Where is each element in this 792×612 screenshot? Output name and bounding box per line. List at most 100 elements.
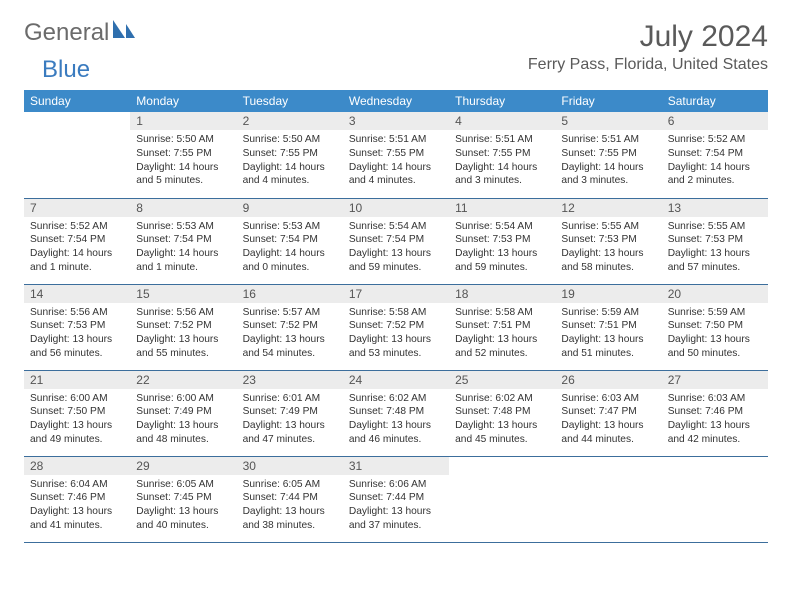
sunrise-text: Sunrise: 5:59 AM: [668, 306, 762, 320]
day-number: 22: [130, 371, 236, 389]
sunset-text: Sunset: 7:52 PM: [243, 319, 337, 333]
day-body: Sunrise: 5:52 AMSunset: 7:54 PMDaylight:…: [662, 130, 768, 192]
day-cell: 1Sunrise: 5:50 AMSunset: 7:55 PMDaylight…: [130, 112, 236, 198]
sunrise-text: Sunrise: 5:55 AM: [668, 220, 762, 234]
day-number: 1: [130, 112, 236, 130]
daylight-text: Daylight: 14 hours and 1 minute.: [30, 247, 124, 275]
sunrise-text: Sunrise: 5:56 AM: [30, 306, 124, 320]
calendar-table: Sunday Monday Tuesday Wednesday Thursday…: [24, 90, 768, 543]
daylight-text: Daylight: 13 hours and 46 minutes.: [349, 419, 443, 447]
sunrise-text: Sunrise: 5:51 AM: [349, 133, 443, 147]
day-body: Sunrise: 6:00 AMSunset: 7:49 PMDaylight:…: [130, 389, 236, 451]
day-number: 19: [555, 285, 661, 303]
sunset-text: Sunset: 7:54 PM: [349, 233, 443, 247]
sunrise-text: Sunrise: 6:03 AM: [561, 392, 655, 406]
day-cell: 18Sunrise: 5:58 AMSunset: 7:51 PMDayligh…: [449, 284, 555, 370]
day-cell: 6Sunrise: 5:52 AMSunset: 7:54 PMDaylight…: [662, 112, 768, 198]
day-body: Sunrise: 6:05 AMSunset: 7:44 PMDaylight:…: [237, 475, 343, 537]
day-body: Sunrise: 5:54 AMSunset: 7:53 PMDaylight:…: [449, 217, 555, 279]
daylight-text: Daylight: 13 hours and 56 minutes.: [30, 333, 124, 361]
day-cell: 11Sunrise: 5:54 AMSunset: 7:53 PMDayligh…: [449, 198, 555, 284]
sunset-text: Sunset: 7:48 PM: [455, 405, 549, 419]
calendar-page: General July 2024 Ferry Pass, Florida, U…: [0, 0, 792, 563]
day-body: Sunrise: 6:03 AMSunset: 7:47 PMDaylight:…: [555, 389, 661, 451]
daylight-text: Daylight: 13 hours and 53 minutes.: [349, 333, 443, 361]
day-cell: 7Sunrise: 5:52 AMSunset: 7:54 PMDaylight…: [24, 198, 130, 284]
day-cell: 22Sunrise: 6:00 AMSunset: 7:49 PMDayligh…: [130, 370, 236, 456]
day-number: 3: [343, 112, 449, 130]
logo-sail-icon: [111, 18, 137, 45]
sunset-text: Sunset: 7:55 PM: [561, 147, 655, 161]
day-cell: 29Sunrise: 6:05 AMSunset: 7:45 PMDayligh…: [130, 456, 236, 542]
sunrise-text: Sunrise: 5:57 AM: [243, 306, 337, 320]
sunset-text: Sunset: 7:51 PM: [561, 319, 655, 333]
day-body: Sunrise: 5:58 AMSunset: 7:52 PMDaylight:…: [343, 303, 449, 365]
sunset-text: Sunset: 7:54 PM: [668, 147, 762, 161]
day-cell: 24Sunrise: 6:02 AMSunset: 7:48 PMDayligh…: [343, 370, 449, 456]
calendar-head: Sunday Monday Tuesday Wednesday Thursday…: [24, 90, 768, 112]
day-number: 8: [130, 199, 236, 217]
day-cell: 23Sunrise: 6:01 AMSunset: 7:49 PMDayligh…: [237, 370, 343, 456]
weekday-head: Monday: [130, 90, 236, 112]
day-cell: 21Sunrise: 6:00 AMSunset: 7:50 PMDayligh…: [24, 370, 130, 456]
daylight-text: Daylight: 13 hours and 49 minutes.: [30, 419, 124, 447]
day-cell: 12Sunrise: 5:55 AMSunset: 7:53 PMDayligh…: [555, 198, 661, 284]
sunrise-text: Sunrise: 6:05 AM: [243, 478, 337, 492]
title-block: July 2024 Ferry Pass, Florida, United St…: [528, 20, 768, 74]
weekday-head: Wednesday: [343, 90, 449, 112]
sunrise-text: Sunrise: 5:58 AM: [455, 306, 549, 320]
day-number: 25: [449, 371, 555, 389]
sunrise-text: Sunrise: 6:01 AM: [243, 392, 337, 406]
day-cell: 17Sunrise: 5:58 AMSunset: 7:52 PMDayligh…: [343, 284, 449, 370]
day-number: 5: [555, 112, 661, 130]
day-body: Sunrise: 5:53 AMSunset: 7:54 PMDaylight:…: [130, 217, 236, 279]
day-number: 18: [449, 285, 555, 303]
daylight-text: Daylight: 13 hours and 51 minutes.: [561, 333, 655, 361]
weekday-head: Thursday: [449, 90, 555, 112]
day-cell: 10Sunrise: 5:54 AMSunset: 7:54 PMDayligh…: [343, 198, 449, 284]
weekday-head: Sunday: [24, 90, 130, 112]
day-number: 27: [662, 371, 768, 389]
weekday-head: Friday: [555, 90, 661, 112]
sunrise-text: Sunrise: 6:03 AM: [668, 392, 762, 406]
sunrise-text: Sunrise: 5:52 AM: [30, 220, 124, 234]
sunrise-text: Sunrise: 5:53 AM: [243, 220, 337, 234]
sunset-text: Sunset: 7:53 PM: [30, 319, 124, 333]
sunrise-text: Sunrise: 5:56 AM: [136, 306, 230, 320]
day-body: Sunrise: 6:00 AMSunset: 7:50 PMDaylight:…: [24, 389, 130, 451]
day-body: Sunrise: 5:55 AMSunset: 7:53 PMDaylight:…: [662, 217, 768, 279]
day-cell: 19Sunrise: 5:59 AMSunset: 7:51 PMDayligh…: [555, 284, 661, 370]
sunset-text: Sunset: 7:49 PM: [136, 405, 230, 419]
logo-text-general: General: [24, 21, 109, 45]
sunrise-text: Sunrise: 6:05 AM: [136, 478, 230, 492]
day-number: 9: [237, 199, 343, 217]
sunset-text: Sunset: 7:52 PM: [136, 319, 230, 333]
daylight-text: Daylight: 13 hours and 52 minutes.: [455, 333, 549, 361]
sunrise-text: Sunrise: 5:52 AM: [668, 133, 762, 147]
day-body: Sunrise: 6:06 AMSunset: 7:44 PMDaylight:…: [343, 475, 449, 537]
sunset-text: Sunset: 7:49 PM: [243, 405, 337, 419]
daylight-text: Daylight: 13 hours and 44 minutes.: [561, 419, 655, 447]
day-cell: 15Sunrise: 5:56 AMSunset: 7:52 PMDayligh…: [130, 284, 236, 370]
day-body: Sunrise: 5:58 AMSunset: 7:51 PMDaylight:…: [449, 303, 555, 365]
day-number: 7: [24, 199, 130, 217]
calendar-body: 1Sunrise: 5:50 AMSunset: 7:55 PMDaylight…: [24, 112, 768, 542]
day-number: 4: [449, 112, 555, 130]
day-body: Sunrise: 6:05 AMSunset: 7:45 PMDaylight:…: [130, 475, 236, 537]
day-body: Sunrise: 5:50 AMSunset: 7:55 PMDaylight:…: [130, 130, 236, 192]
day-number: 23: [237, 371, 343, 389]
day-number: 14: [24, 285, 130, 303]
day-number: 2: [237, 112, 343, 130]
day-number: 28: [24, 457, 130, 475]
day-body: Sunrise: 6:01 AMSunset: 7:49 PMDaylight:…: [237, 389, 343, 451]
day-number: 21: [24, 371, 130, 389]
sunrise-text: Sunrise: 5:50 AM: [243, 133, 337, 147]
sunset-text: Sunset: 7:47 PM: [561, 405, 655, 419]
day-number: 15: [130, 285, 236, 303]
daylight-text: Daylight: 14 hours and 3 minutes.: [561, 161, 655, 189]
sunrise-text: Sunrise: 5:50 AM: [136, 133, 230, 147]
sunrise-text: Sunrise: 5:54 AM: [349, 220, 443, 234]
day-body: Sunrise: 5:59 AMSunset: 7:50 PMDaylight:…: [662, 303, 768, 365]
daylight-text: Daylight: 13 hours and 47 minutes.: [243, 419, 337, 447]
day-body: Sunrise: 5:51 AMSunset: 7:55 PMDaylight:…: [343, 130, 449, 192]
